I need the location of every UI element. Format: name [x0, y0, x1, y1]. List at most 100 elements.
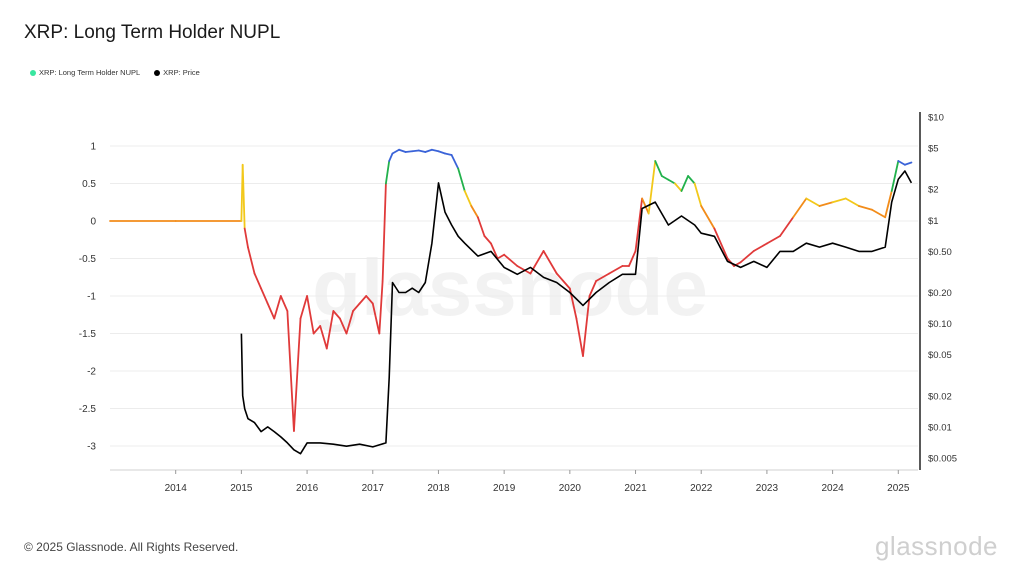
nupl-segment	[674, 182, 683, 192]
right-tick-label: $0.05	[928, 350, 952, 361]
nupl-segment	[388, 152, 394, 162]
left-tick-label: 0	[90, 217, 96, 228]
nupl-segment	[660, 175, 670, 181]
nupl-segment	[444, 152, 453, 156]
nupl-segment	[286, 310, 295, 432]
nupl-segment	[595, 272, 611, 282]
nupl-segment	[766, 235, 781, 245]
legend-dot-nupl	[30, 69, 36, 76]
nupl-segment	[890, 160, 900, 192]
x-tick-label: 2018	[427, 483, 450, 494]
nupl-segment	[279, 295, 289, 312]
nupl-segment	[582, 295, 591, 357]
nupl-segment	[884, 190, 893, 219]
nupl-segment	[253, 272, 262, 290]
nupl-segment	[693, 182, 703, 207]
left-tick-label: -2.5	[79, 404, 97, 415]
nupl-segment	[243, 227, 249, 249]
chart-title: XRP: Long Term Holder NUPL	[24, 22, 281, 43]
left-axis: 1 0.5 0 -0.5 -1 -1.5 -2 -2.5 -3	[79, 142, 97, 453]
nupl-segment	[332, 310, 341, 320]
x-tick-label: 2015	[230, 483, 253, 494]
nupl-segment	[608, 265, 624, 275]
chart-legend: XRP: Long Term Holder NUPL XRP: Price	[30, 68, 200, 77]
nupl-segment	[752, 242, 768, 252]
nupl-segment	[844, 197, 860, 207]
nupl-segment	[260, 287, 269, 305]
legend-label-nupl: XRP: Long Term Holder NUPL	[39, 68, 141, 77]
nupl-segment	[352, 302, 361, 312]
right-axis: $10 $5 $2 $1 $0.50 $0.20 $0.10 $0.05 $0.02 $0.01 $…	[919, 112, 957, 470]
x-tick-label: 2016	[296, 483, 319, 494]
nupl-segment	[805, 197, 821, 207]
x-tick-label: 2021	[624, 483, 647, 494]
right-tick-label: $2	[928, 185, 939, 196]
nupl-segment	[470, 205, 479, 219]
left-tick-label: -1.5	[79, 329, 97, 340]
nupl-segment	[457, 167, 466, 192]
brand-logo: glassnode	[874, 531, 998, 561]
right-tick-label: $1	[928, 216, 939, 227]
nupl-segment	[818, 201, 834, 207]
nupl-segment	[430, 148, 440, 153]
nupl-series	[109, 148, 913, 432]
legend-dot-price	[154, 69, 161, 76]
nupl-segment	[450, 154, 460, 170]
legend-item-price[interactable]: XRP: Price	[154, 68, 200, 77]
nupl-segment	[293, 317, 302, 432]
nupl-segment	[897, 160, 906, 166]
nupl-segment	[365, 295, 374, 305]
x-tick-label: 2017	[362, 483, 385, 494]
nupl-segment	[831, 197, 847, 204]
nupl-segment	[490, 242, 499, 260]
left-tick-label: -1	[87, 292, 96, 303]
nupl-segment	[680, 175, 689, 192]
nupl-segment	[371, 302, 381, 335]
nupl-segment	[299, 295, 308, 320]
x-tick-label: 2020	[559, 483, 582, 494]
right-tick-label: $0.005	[928, 454, 957, 465]
nupl-segment	[325, 310, 335, 350]
nupl-segment	[339, 317, 348, 335]
x-tick-label: 2025	[887, 483, 910, 494]
nupl-segment	[641, 197, 650, 215]
nupl-segment	[398, 148, 407, 153]
price-series	[240, 170, 913, 455]
nupl-segment	[266, 302, 276, 320]
nupl-segment	[713, 227, 729, 260]
nupl-segment	[792, 197, 808, 219]
x-tick-label: 2022	[690, 483, 713, 494]
nupl-segment	[542, 250, 558, 275]
nupl-segment	[273, 295, 282, 320]
x-tick-label: 2019	[493, 483, 516, 494]
price-line	[240, 170, 913, 455]
left-tick-label: -0.5	[79, 254, 97, 265]
copyright-text: © 2025 Glassnode. All Rights Reserved.	[24, 540, 239, 554]
left-tick-label: 1	[90, 142, 96, 153]
nupl-segment	[503, 253, 519, 267]
nupl-segment	[476, 216, 486, 237]
right-tick-label: $0.20	[928, 288, 952, 299]
nupl-segment	[358, 295, 368, 305]
watermark-text: glassnode	[312, 243, 708, 332]
x-tick-label: 2024	[821, 483, 844, 494]
x-axis: 2014 2015 2016 2017 2018 2019 2020 2021 2022 2023…	[110, 469, 918, 494]
x-tick-label: 2023	[756, 483, 779, 494]
nupl-segment	[391, 148, 400, 155]
nupl-segment	[417, 149, 427, 153]
nupl-segment	[483, 235, 492, 245]
nupl-segment	[385, 160, 391, 185]
right-tick-label: $0.01	[928, 422, 952, 433]
nupl-segment	[319, 325, 328, 350]
nupl-segment	[424, 148, 433, 153]
x-tick-label: 2014	[165, 483, 188, 494]
nupl-segment	[903, 161, 913, 166]
nupl-segment	[378, 280, 384, 335]
left-tick-label: -3	[87, 442, 96, 453]
nupl-segment	[555, 272, 571, 290]
nupl-segment	[312, 325, 322, 335]
legend-item-nupl[interactable]: XRP: Long Term Holder NUPL	[30, 68, 140, 77]
nupl-segment	[247, 246, 256, 275]
left-tick-label: 0.5	[82, 179, 96, 190]
